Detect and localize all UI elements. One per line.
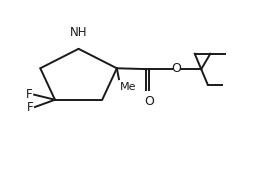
Text: O: O [144,95,154,108]
Text: O: O [172,62,181,75]
Text: NH: NH [70,26,87,39]
Text: F: F [26,88,33,101]
Text: F: F [27,100,34,113]
Text: Me: Me [120,82,137,92]
